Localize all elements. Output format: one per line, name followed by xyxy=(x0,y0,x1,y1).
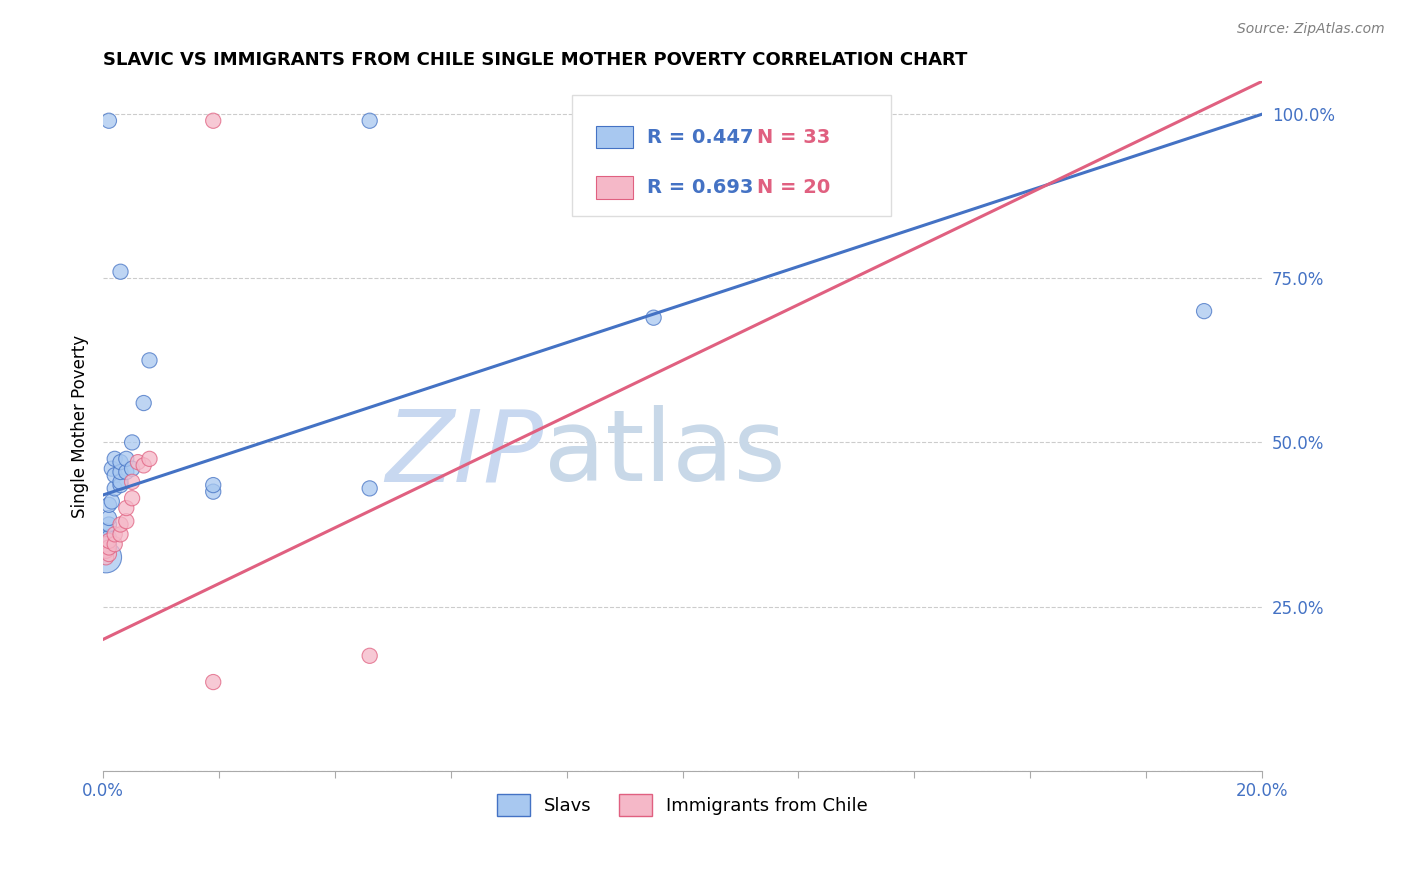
Point xyxy=(110,455,132,469)
Text: N = 20: N = 20 xyxy=(756,178,830,197)
Point xyxy=(202,478,225,492)
Text: Source: ZipAtlas.com: Source: ZipAtlas.com xyxy=(1237,22,1385,37)
FancyBboxPatch shape xyxy=(596,127,633,148)
Point xyxy=(132,396,155,410)
Point xyxy=(97,537,120,551)
Point xyxy=(138,451,160,466)
Point xyxy=(94,537,117,551)
Point xyxy=(94,524,117,538)
Point xyxy=(202,484,225,499)
Point xyxy=(115,451,138,466)
Point xyxy=(97,498,120,512)
Y-axis label: Single Mother Poverty: Single Mother Poverty xyxy=(72,334,89,517)
FancyBboxPatch shape xyxy=(596,177,633,199)
Point xyxy=(138,353,160,368)
Point xyxy=(121,435,143,450)
Point xyxy=(104,482,127,496)
Point xyxy=(110,475,132,489)
Point xyxy=(97,511,120,525)
Point xyxy=(115,501,138,516)
Text: SLAVIC VS IMMIGRANTS FROM CHILE SINGLE MOTHER POVERTY CORRELATION CHART: SLAVIC VS IMMIGRANTS FROM CHILE SINGLE M… xyxy=(103,51,967,69)
Point xyxy=(110,527,132,541)
Point xyxy=(115,514,138,528)
Point xyxy=(97,531,120,545)
Text: N = 33: N = 33 xyxy=(756,128,830,147)
Point xyxy=(97,533,120,548)
FancyBboxPatch shape xyxy=(572,95,891,216)
Point xyxy=(132,458,155,473)
Point xyxy=(110,478,132,492)
Point xyxy=(359,648,381,663)
Point xyxy=(101,461,124,475)
Point xyxy=(110,517,132,532)
Point xyxy=(202,675,225,690)
Point xyxy=(97,541,120,555)
Point xyxy=(121,461,143,475)
Point xyxy=(94,543,117,558)
Text: atlas: atlas xyxy=(544,405,785,502)
Point xyxy=(104,451,127,466)
Point xyxy=(1192,304,1215,318)
Point xyxy=(94,550,117,565)
Point xyxy=(104,468,127,483)
Point xyxy=(202,113,225,128)
Point xyxy=(110,465,132,479)
Point xyxy=(110,265,132,279)
Point xyxy=(94,531,117,545)
Point xyxy=(121,475,143,489)
Point xyxy=(97,113,120,128)
Point xyxy=(97,517,120,532)
Point xyxy=(359,113,381,128)
Point xyxy=(643,310,665,325)
Legend: Slavs, Immigrants from Chile: Slavs, Immigrants from Chile xyxy=(491,788,875,823)
Point xyxy=(359,482,381,496)
Text: R = 0.693: R = 0.693 xyxy=(647,178,754,197)
Point xyxy=(101,494,124,508)
Point xyxy=(94,550,117,565)
Point xyxy=(94,541,117,555)
Text: R = 0.447: R = 0.447 xyxy=(647,128,754,147)
Text: ZIP: ZIP xyxy=(385,405,544,502)
Point xyxy=(127,455,149,469)
Point xyxy=(121,491,143,506)
Point xyxy=(94,537,117,551)
Point xyxy=(104,537,127,551)
Point xyxy=(115,465,138,479)
Point xyxy=(104,527,127,541)
Point xyxy=(97,547,120,561)
